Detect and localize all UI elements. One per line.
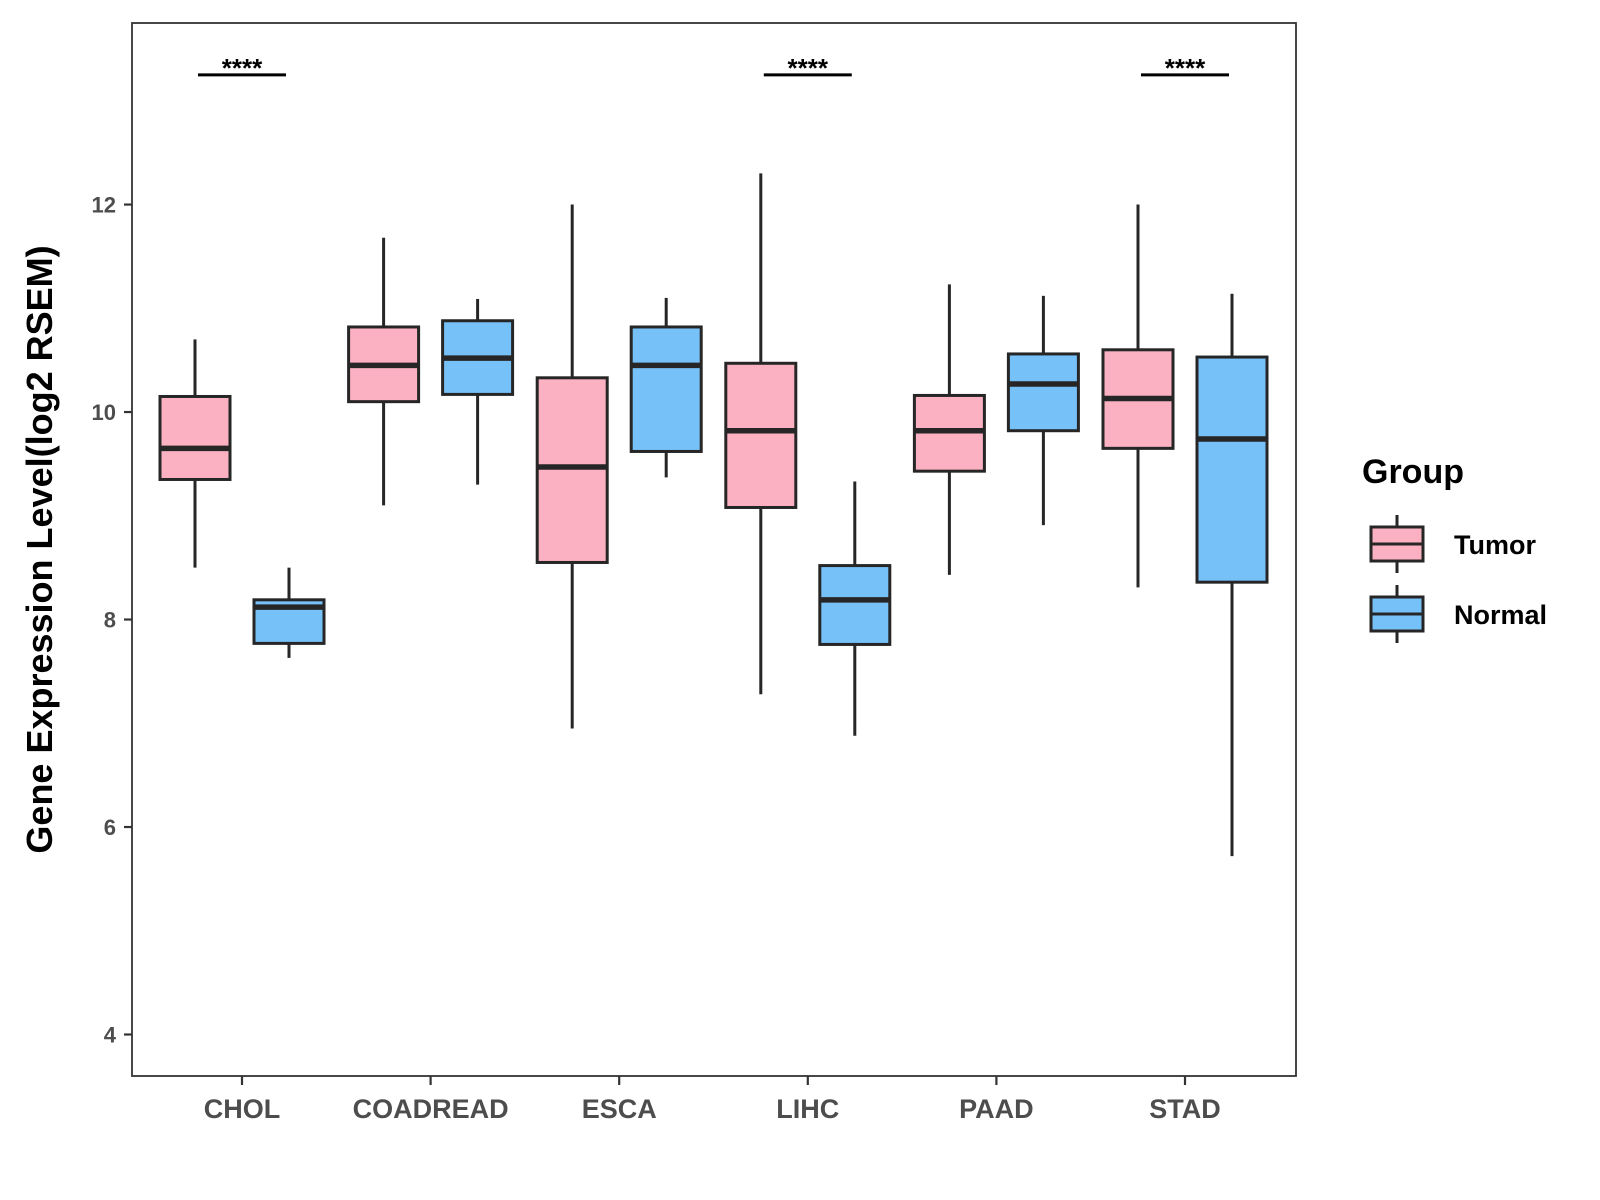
plot-border [131, 22, 1297, 1077]
y-tick-label: 8 [104, 608, 116, 633]
box-normal-coadread [441, 298, 515, 485]
plot-area: **** **** **** [158, 53, 1269, 857]
box-body [1006, 352, 1080, 433]
box-tumor-chol [158, 339, 232, 568]
box-normal-esca [629, 297, 703, 478]
y-axis-title: Gene Expression Level(log2 RSEM) [19, 245, 60, 853]
significance-chol: **** [198, 53, 286, 83]
x-tick-label-lihc: LIHC [776, 1094, 839, 1124]
x-tick-label-paad: PAAD [959, 1094, 1034, 1124]
legend-entry-tumor: Tumor [1369, 515, 1536, 573]
legend-title: Group [1362, 453, 1464, 491]
legend-label: Normal [1454, 600, 1547, 630]
significance-label: **** [788, 53, 829, 83]
box-tumor-stad [1101, 204, 1175, 588]
legend-label: Tumor [1454, 530, 1536, 560]
legend-entry-normal: Normal [1369, 585, 1547, 643]
axes: 4 6 8 10 12 CHOL COADREAD ESCA LIHC PAAD STAD [92, 22, 1297, 1124]
y-tick-label: 4 [104, 1023, 117, 1048]
box-tumor-coadread [347, 237, 421, 506]
significance-stad: **** [1141, 53, 1229, 83]
box-tumor-lihc [724, 173, 798, 695]
significance-label: **** [222, 53, 263, 83]
box-normal-paad [1006, 295, 1080, 526]
box-body [818, 564, 892, 646]
x-tick-label-esca: ESCA [582, 1094, 657, 1124]
y-tick-label: 6 [104, 815, 116, 840]
box-body [629, 325, 703, 453]
y-tick-label: 10 [92, 400, 116, 425]
significance-lihc: **** [763, 53, 852, 83]
y-tick-label: 12 [92, 193, 116, 218]
box-normal-lihc [818, 481, 892, 736]
box-body [724, 361, 798, 509]
x-tick-label-coadread: COADREAD [353, 1094, 509, 1124]
x-tick-label-stad: STAD [1149, 1094, 1221, 1124]
box-body [535, 376, 609, 564]
box-body [158, 394, 232, 481]
legend: Group Tumor Normal [1362, 453, 1547, 643]
x-tick-label-chol: CHOL [204, 1094, 281, 1124]
box-body [1195, 355, 1269, 584]
box-normal-chol [252, 567, 326, 658]
significance-label: **** [1165, 53, 1206, 83]
box-normal-stad [1195, 293, 1269, 857]
box-tumor-esca [535, 204, 609, 729]
box-tumor-paad [912, 284, 986, 575]
